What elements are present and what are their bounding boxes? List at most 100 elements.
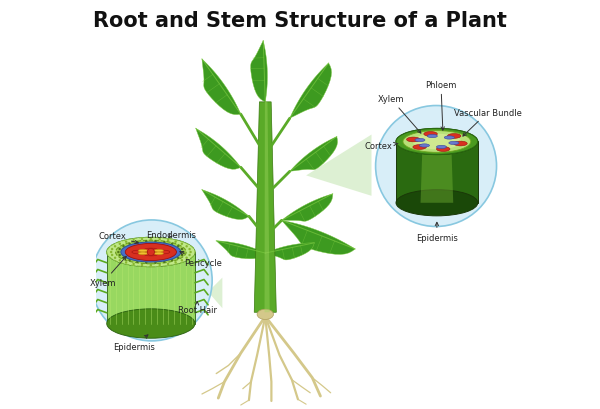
Circle shape <box>175 261 177 264</box>
Circle shape <box>119 243 121 245</box>
Circle shape <box>136 261 139 263</box>
Circle shape <box>118 248 121 251</box>
Circle shape <box>177 245 179 248</box>
Ellipse shape <box>403 131 471 153</box>
Polygon shape <box>265 103 269 312</box>
Text: Xylem: Xylem <box>377 95 421 134</box>
Circle shape <box>158 238 161 241</box>
Circle shape <box>133 263 135 265</box>
Ellipse shape <box>448 134 461 139</box>
Polygon shape <box>196 129 241 170</box>
Circle shape <box>376 106 497 227</box>
Circle shape <box>158 264 161 267</box>
Polygon shape <box>107 252 195 324</box>
Circle shape <box>111 254 113 256</box>
Polygon shape <box>202 60 241 115</box>
Text: Endodermis: Endodermis <box>146 231 196 240</box>
Circle shape <box>188 254 191 256</box>
Circle shape <box>117 251 119 254</box>
Ellipse shape <box>132 251 146 254</box>
Text: Root Hair: Root Hair <box>178 302 217 314</box>
Circle shape <box>136 241 139 244</box>
Ellipse shape <box>427 135 437 138</box>
Ellipse shape <box>138 252 148 255</box>
Circle shape <box>181 248 183 251</box>
Polygon shape <box>281 221 355 255</box>
Ellipse shape <box>121 243 181 262</box>
Text: Epidermis: Epidermis <box>416 223 458 243</box>
Circle shape <box>188 248 191 251</box>
Polygon shape <box>251 41 268 103</box>
Polygon shape <box>306 135 371 196</box>
Polygon shape <box>281 194 332 222</box>
Ellipse shape <box>454 142 467 146</box>
Text: Cortex: Cortex <box>365 142 398 151</box>
Text: Cortex: Cortex <box>98 232 138 244</box>
Polygon shape <box>216 241 265 259</box>
Ellipse shape <box>257 310 274 320</box>
Circle shape <box>91 220 212 341</box>
Circle shape <box>163 261 166 263</box>
Text: Root and Stem Structure of a Plant: Root and Stem Structure of a Plant <box>93 11 507 31</box>
Text: Vascular Bundle: Vascular Bundle <box>454 108 522 137</box>
Circle shape <box>145 240 148 243</box>
Circle shape <box>181 243 183 245</box>
Circle shape <box>133 239 135 242</box>
Circle shape <box>141 264 143 267</box>
Circle shape <box>119 259 121 262</box>
Circle shape <box>128 259 131 262</box>
Ellipse shape <box>436 147 450 152</box>
Ellipse shape <box>107 309 195 338</box>
Text: Epidermis: Epidermis <box>113 335 155 351</box>
Circle shape <box>114 257 116 259</box>
Circle shape <box>185 257 188 259</box>
Circle shape <box>114 245 116 248</box>
Circle shape <box>125 261 127 264</box>
Circle shape <box>190 251 192 254</box>
Circle shape <box>163 241 166 244</box>
Polygon shape <box>290 137 338 172</box>
Circle shape <box>182 251 185 254</box>
Polygon shape <box>265 243 314 260</box>
Text: Phloem: Phloem <box>425 81 457 131</box>
Circle shape <box>122 257 125 259</box>
Circle shape <box>154 262 157 264</box>
Ellipse shape <box>154 252 163 255</box>
Circle shape <box>185 245 188 248</box>
Circle shape <box>177 257 179 259</box>
Circle shape <box>175 241 177 243</box>
Polygon shape <box>208 278 223 308</box>
Ellipse shape <box>419 144 430 148</box>
Circle shape <box>181 259 183 262</box>
Ellipse shape <box>396 129 478 155</box>
Ellipse shape <box>156 251 170 254</box>
Ellipse shape <box>413 145 427 150</box>
Polygon shape <box>202 190 249 220</box>
Circle shape <box>145 262 148 264</box>
Circle shape <box>149 264 152 267</box>
Ellipse shape <box>396 190 478 216</box>
Circle shape <box>141 238 143 241</box>
Ellipse shape <box>107 238 195 267</box>
Circle shape <box>122 245 125 248</box>
Ellipse shape <box>144 252 158 256</box>
Circle shape <box>110 251 112 254</box>
Text: Xylem: Xylem <box>90 257 126 287</box>
Polygon shape <box>396 142 478 203</box>
Circle shape <box>154 240 157 243</box>
Circle shape <box>111 248 113 251</box>
Ellipse shape <box>116 240 186 264</box>
Ellipse shape <box>144 249 158 252</box>
Ellipse shape <box>154 250 163 252</box>
Polygon shape <box>421 142 453 203</box>
Circle shape <box>128 243 131 245</box>
Text: Pericycle: Pericycle <box>180 252 221 267</box>
Ellipse shape <box>424 132 437 137</box>
Circle shape <box>167 239 169 242</box>
Circle shape <box>148 249 154 256</box>
Circle shape <box>181 254 183 257</box>
Polygon shape <box>290 64 332 119</box>
Ellipse shape <box>138 250 148 252</box>
Circle shape <box>118 254 121 257</box>
Ellipse shape <box>449 142 459 145</box>
